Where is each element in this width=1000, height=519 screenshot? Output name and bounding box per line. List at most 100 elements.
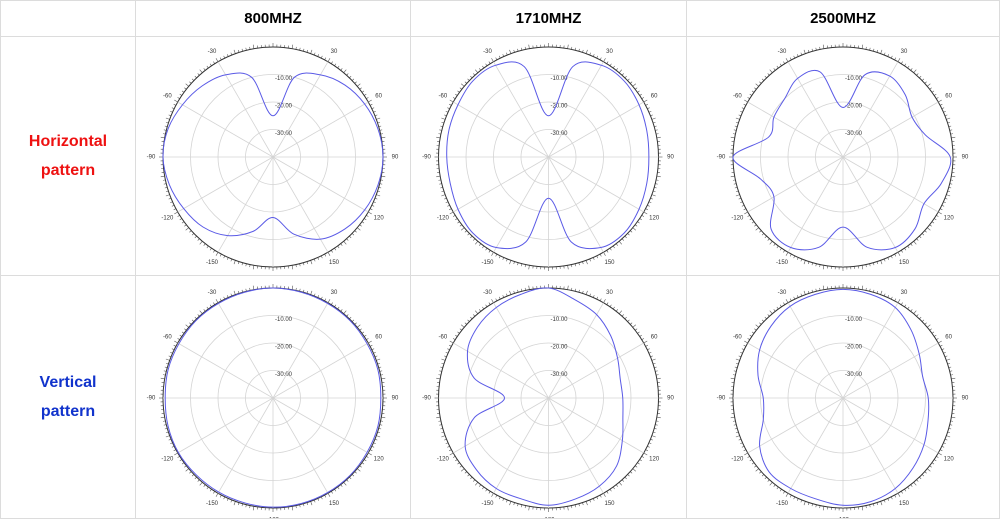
minor-tick [474, 69, 479, 73]
minor-tick [343, 69, 347, 73]
minor-tick [441, 117, 446, 120]
minor-tick [618, 482, 623, 486]
grid-spoke [548, 342, 644, 399]
minor-tick [460, 324, 465, 328]
minor-tick [252, 44, 255, 49]
grid-spoke [272, 156, 369, 213]
minor-tick [913, 241, 917, 245]
angle-tick-label: -30 [778, 290, 787, 296]
grid-spoke [217, 397, 274, 494]
minor-tick [528, 265, 530, 270]
minor-tick [436, 136, 441, 139]
minor-tick [436, 175, 441, 178]
minor-tick [585, 260, 588, 265]
angle-tick-label: 30 [901, 49, 908, 55]
minor-tick [803, 260, 806, 265]
minor-tick [632, 227, 637, 231]
minor-tick [585, 290, 588, 295]
minor-tick [803, 501, 806, 506]
row-label-line: pattern [40, 162, 96, 179]
minor-tick [567, 44, 569, 49]
angle-tick-label: -60 [733, 94, 742, 100]
angle-tick-label: 60 [945, 335, 952, 341]
grid-spoke [548, 397, 644, 454]
minor-tick [460, 83, 465, 87]
grid-spoke [453, 101, 549, 158]
minor-tick [822, 44, 825, 49]
minor-tick [785, 58, 789, 62]
minor-tick [755, 324, 759, 328]
radial-tick-label: -20.00 [551, 345, 569, 351]
minor-tick [357, 227, 361, 231]
minor-tick [343, 310, 347, 314]
grid-spoke [272, 156, 329, 253]
minor-tick [618, 310, 623, 314]
minor-tick [744, 340, 748, 344]
minor-tick [927, 227, 931, 231]
minor-tick [861, 285, 864, 290]
minor-tick [632, 468, 637, 472]
minor-tick [735, 117, 740, 120]
minor-tick [215, 299, 219, 303]
grid-spoke [272, 342, 369, 399]
angle-tick-label: 60 [651, 94, 658, 100]
angle-tick-label: -150 [206, 260, 219, 266]
minor-tick [449, 340, 454, 344]
angle-tick-label: 120 [374, 457, 385, 463]
minor-tick [185, 468, 189, 472]
row-label-line: pattern [40, 403, 96, 420]
minor-tick [491, 493, 494, 497]
angle-tick-label: 120 [374, 216, 385, 222]
grid-spoke [747, 397, 844, 454]
minor-tick [449, 452, 454, 456]
minor-tick [730, 377, 735, 380]
grid-spoke [747, 342, 844, 399]
minor-tick [310, 260, 313, 265]
angle-tick-label: -90 [147, 155, 156, 161]
angle-tick-label: -120 [161, 216, 174, 222]
angle-tick-label: -30 [483, 49, 492, 55]
minor-tick [376, 358, 381, 361]
angle-tick-label: 90 [962, 155, 969, 161]
angle-tick-label: -60 [733, 335, 742, 341]
minor-tick [927, 468, 931, 472]
minor-tick [938, 211, 942, 215]
minor-tick [368, 452, 372, 456]
polar-plot: -10.00-20.00-30.00-180-150-120-90-60-303… [717, 284, 969, 518]
angle-tick-label: -120 [161, 457, 174, 463]
minor-tick [357, 324, 361, 328]
minor-tick [946, 117, 951, 120]
angle-tick-label: 120 [649, 216, 660, 222]
minor-tick [174, 340, 178, 344]
angle-tick-label: 150 [899, 501, 910, 507]
grid-spoke [453, 342, 549, 399]
minor-tick [769, 69, 773, 73]
minor-tick [215, 493, 219, 497]
minor-tick [441, 358, 446, 361]
pattern-curve [162, 72, 384, 240]
column-header: 1710MHZ [410, 0, 687, 37]
angle-tick-label: -120 [731, 216, 744, 222]
minor-tick [509, 260, 512, 265]
angle-tick-label: 120 [944, 457, 955, 463]
minor-tick [310, 501, 313, 506]
minor-tick [951, 416, 956, 419]
plot-cell: -10.00-20.00-30.00-180-150-120-90-60-303… [135, 275, 411, 519]
grid-spoke [747, 101, 844, 158]
angle-tick-label: -150 [776, 501, 789, 507]
minor-tick [160, 136, 165, 139]
minor-tick [491, 252, 494, 256]
angle-tick-label: 120 [649, 457, 660, 463]
minor-tick [185, 227, 189, 231]
radial-tick-label: -10.00 [275, 76, 293, 82]
minor-tick [165, 194, 170, 197]
minor-tick [368, 340, 372, 344]
minor-tick [174, 211, 178, 215]
minor-tick [880, 260, 883, 265]
minor-tick [310, 49, 313, 54]
grid-spoke [177, 397, 274, 454]
row-label-line: Vertical [39, 374, 97, 391]
polar-plot: -10.00-20.00-30.00-180-150-120-90-60-303… [422, 43, 674, 271]
minor-tick [735, 358, 740, 361]
grid-spoke [842, 156, 939, 213]
